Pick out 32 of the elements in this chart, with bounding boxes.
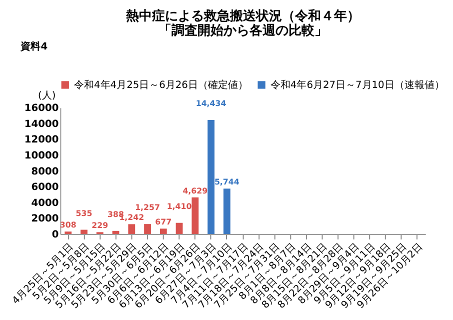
y-tick-label: 0: [52, 229, 59, 240]
y-tick-label: 16000: [24, 103, 59, 114]
y-axis-title: (人): [38, 90, 56, 102]
text: 熱中症による救急搬送状況（令和４年）: [126, 8, 360, 24]
y-tick-label: 4000: [31, 198, 59, 209]
bar: [160, 228, 167, 234]
bar: [176, 222, 183, 234]
data-label: 1,410: [166, 202, 192, 212]
data-label: 535: [76, 208, 92, 218]
bar: [208, 120, 214, 234]
bar: [80, 230, 88, 234]
y-tick-label: 14000: [24, 118, 59, 130]
text: 「調査開始から各週の比較」: [158, 24, 328, 39]
y-tick-label: 2000: [31, 214, 59, 225]
legend-label: 令和4年6月27日～7月10日（速報値）: [270, 78, 444, 91]
bar: [223, 188, 230, 234]
bar: [144, 224, 151, 234]
data-label: 677: [155, 218, 172, 227]
legend-label: 令和4年4月25日～6月26日（確定値）: [74, 78, 248, 91]
y-tick-label: 12000: [24, 134, 59, 146]
bar: [112, 230, 120, 234]
data-label: 14,434: [196, 99, 227, 108]
data-label: 5,744: [214, 178, 240, 187]
bar: [128, 224, 136, 234]
y-tick-label: 6000: [31, 182, 59, 194]
data-label: 229: [92, 221, 108, 230]
y-tick-label: 10000: [24, 150, 59, 162]
y-tick-label: 8000: [31, 166, 59, 178]
data-label: 1,257: [135, 203, 160, 212]
text: 資料4: [20, 40, 48, 52]
data-label: 4,629: [182, 186, 208, 196]
bar: [192, 197, 199, 234]
